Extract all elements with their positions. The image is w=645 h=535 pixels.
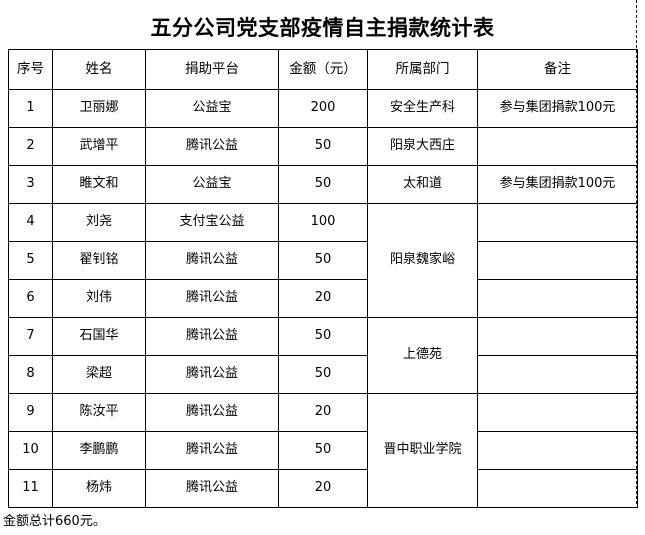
donation-table: 序号 姓名 捐助平台 金额（元） 所属部门 备注 1 卫丽娜 公益宝 200 安全生产科 参与集团捐… — [8, 49, 638, 508]
cell-remark — [477, 203, 638, 242]
cell-remark: 参与集团捐款100元 — [477, 89, 638, 128]
cell-department: 太和道 — [367, 165, 478, 204]
column-header-name: 姓名 — [52, 49, 146, 90]
cell-amount: 20 — [278, 279, 368, 318]
cell-amount: 20 — [278, 469, 368, 508]
cell-platform: 腾讯公益 — [145, 279, 279, 318]
cell-remark — [477, 127, 638, 166]
column-header-remark: 备注 — [477, 49, 638, 90]
cell-amount: 100 — [278, 203, 368, 242]
cell-remark — [477, 241, 638, 280]
cell-amount: 50 — [278, 127, 368, 166]
cell-platform: 腾讯公益 — [145, 355, 279, 394]
table-row: 5 翟钊铭 腾讯公益 50 — [8, 241, 638, 280]
cell-name: 刘尧 — [52, 203, 146, 242]
cell-index: 11 — [8, 469, 53, 508]
cell-name: 李鹏鹏 — [52, 431, 146, 470]
cell-platform: 腾讯公益 — [145, 127, 279, 166]
cell-index: 9 — [8, 393, 53, 432]
cell-remark — [477, 355, 638, 394]
cell-name: 武增平 — [52, 127, 146, 166]
cell-remark — [477, 279, 638, 318]
cell-index: 10 — [8, 431, 53, 470]
cell-remark — [477, 393, 638, 432]
table-row: 9 陈汝平 腾讯公益 20 晋中职业学院 — [8, 393, 638, 508]
cell-name: 梁超 — [52, 355, 146, 394]
table-row: 1 卫丽娜 公益宝 200 安全生产科 参与集团捐款100元 — [8, 89, 638, 128]
cell-amount: 50 — [278, 317, 368, 356]
table-header-row: 序号 姓名 捐助平台 金额（元） 所属部门 备注 — [8, 49, 638, 90]
cell-name: 石国华 — [52, 317, 146, 356]
table-header: 序号 姓名 捐助平台 金额（元） 所属部门 备注 — [8, 49, 638, 90]
cell-name: 杨炜 — [52, 469, 146, 508]
cell-platform: 公益宝 — [145, 165, 279, 204]
cell-index: 8 — [8, 355, 53, 394]
cell-remark: 参与集团捐款100元 — [477, 165, 638, 204]
cell-index: 4 — [8, 203, 53, 242]
cell-platform: 公益宝 — [145, 89, 279, 128]
cell-name: 翟钊铭 — [52, 241, 146, 280]
cell-department: 阳泉魏家峪 — [367, 203, 478, 318]
cell-name: 睢文和 — [52, 165, 146, 204]
cell-remark — [477, 317, 638, 356]
table-row: 3 睢文和 公益宝 50 太和道 参与集团捐款100元 — [8, 165, 638, 204]
column-header-department: 所属部门 — [367, 49, 478, 90]
table-row: 6 刘伟 腾讯公益 20 — [8, 279, 638, 318]
cell-index: 6 — [8, 279, 53, 318]
table-body: 1 卫丽娜 公益宝 200 安全生产科 参与集团捐款100元 2 武增平 腾讯公益 50 阳泉大西庄… — [8, 89, 638, 508]
column-header-index: 序号 — [8, 49, 53, 90]
cell-index: 5 — [8, 241, 53, 280]
cell-department: 晋中职业学院 — [367, 393, 478, 508]
cell-department: 安全生产科 — [367, 89, 478, 128]
cell-platform: 腾讯公益 — [145, 431, 279, 470]
sheet-right-edge — [636, 0, 637, 504]
table-row: 7 石国华 腾讯公益 50 上德苑 — [8, 317, 638, 394]
cell-platform: 腾讯公益 — [145, 469, 279, 508]
cell-amount: 50 — [278, 165, 368, 204]
cell-name: 陈汝平 — [52, 393, 146, 432]
cell-platform: 腾讯公益 — [145, 393, 279, 432]
cell-department: 上德苑 — [367, 317, 478, 394]
cell-index: 2 — [8, 127, 53, 166]
cell-amount: 50 — [278, 431, 368, 470]
cell-index: 3 — [8, 165, 53, 204]
cell-index: 1 — [8, 89, 53, 128]
cell-name: 卫丽娜 — [52, 89, 146, 128]
cell-platform: 腾讯公益 — [145, 317, 279, 356]
column-header-amount: 金额（元） — [278, 49, 368, 90]
cell-index: 7 — [8, 317, 53, 356]
cell-remark — [477, 431, 638, 470]
table-row: 11 杨炜 腾讯公益 20 — [8, 469, 638, 508]
cell-remark — [477, 469, 638, 508]
table-row: 8 梁超 腾讯公益 50 — [8, 355, 638, 394]
cell-amount: 20 — [278, 393, 368, 432]
total-amount-note: 金额总计660元。 — [3, 513, 106, 529]
page-title: 五分公司党支部疫情自主捐款统计表 — [150, 15, 495, 40]
cell-amount: 50 — [278, 355, 368, 394]
table-row: 4 刘尧 支付宝公益 100 阳泉魏家峪 — [8, 203, 638, 318]
column-header-platform: 捐助平台 — [145, 49, 279, 90]
cell-name: 刘伟 — [52, 279, 146, 318]
cell-platform: 腾讯公益 — [145, 241, 279, 280]
cell-platform: 支付宝公益 — [145, 203, 279, 242]
table-row: 10 李鹏鹏 腾讯公益 50 — [8, 431, 638, 470]
cell-amount: 200 — [278, 89, 368, 128]
table-row: 2 武增平 腾讯公益 50 阳泉大西庄 — [8, 127, 638, 166]
cell-department: 阳泉大西庄 — [367, 127, 478, 166]
cell-amount: 50 — [278, 241, 368, 280]
